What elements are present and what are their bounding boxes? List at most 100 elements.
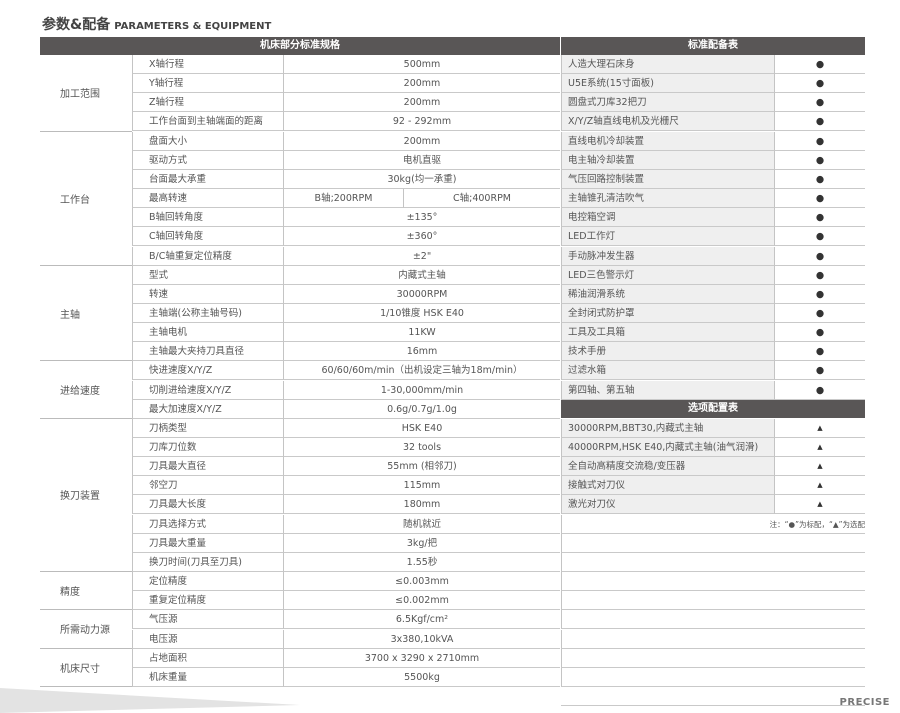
spec-value: HSK E40 xyxy=(283,418,560,438)
empty-row xyxy=(561,572,865,592)
spec-value: ±360° xyxy=(283,227,560,247)
spec-value: 3kg/把 xyxy=(283,533,560,553)
standard-item: 稀油润滑系统 xyxy=(561,284,774,304)
spec-param: 主轴最大夹持刀具直径 xyxy=(132,342,283,362)
optional-item: 40000RPM,HSK E40,内藏式主轴(油气润滑) xyxy=(561,438,774,457)
spec-param: X轴行程 xyxy=(132,55,283,74)
standard-mark-icon: ● xyxy=(774,227,865,247)
spec-value: B轴;200RPM xyxy=(283,189,403,209)
standard-item: 人造大理石床身 xyxy=(561,55,774,74)
standard-item: 电控箱空调 xyxy=(561,208,774,228)
spec-value: 55mm (相邻刀) xyxy=(283,457,560,477)
spec-value: 1.55秒 xyxy=(283,552,560,572)
standard-item: 第四轴、第五轴 xyxy=(561,380,774,400)
empty-row xyxy=(561,610,865,630)
standard-item: X/Y/Z轴直线电机及光栅尺 xyxy=(561,112,774,132)
empty-row xyxy=(561,648,865,668)
standard-item: LED三色警示灯 xyxy=(561,265,774,285)
legend-note: 注：“●”为标配，“▲”为选配 xyxy=(561,514,865,534)
spec-value: 200mm xyxy=(283,74,560,94)
spec-param: 机床重量 xyxy=(132,667,283,687)
spec-value: 92 - 292mm xyxy=(283,112,560,132)
spec-value: 0.6g/0.7g/1.0g xyxy=(283,399,560,419)
spec-value: 5500kg xyxy=(283,667,560,687)
spec-value: ±135° xyxy=(283,208,560,228)
spec-value: 30000RPM xyxy=(283,284,560,304)
spec-param: 台面最大承重 xyxy=(132,169,283,189)
spec-param: 快进速度X/Y/Z xyxy=(132,361,283,381)
spec-value: 30kg(均一承重) xyxy=(283,169,560,189)
standard-item: 圆盘式刀库32把刀 xyxy=(561,93,774,113)
title-en: PARAMETERS & EQUIPMENT xyxy=(114,21,272,32)
optional-item: 全自动高精度交流稳/变压器 xyxy=(561,457,774,477)
optional-mark-icon: ▲ xyxy=(774,495,865,515)
spec-param: B轴回转角度 xyxy=(132,208,283,228)
spec-value: ±2" xyxy=(283,246,560,266)
spec-param: 主轴电机 xyxy=(132,323,283,343)
standard-mark-icon: ● xyxy=(774,303,865,323)
spec-param: 刀具选择方式 xyxy=(132,514,283,534)
spec-param: 电压源 xyxy=(132,629,283,649)
spec-value: 60/60/60m/min（出机设定三轴为18m/min） xyxy=(283,361,560,381)
spec-group-label: 精度 xyxy=(40,572,132,611)
brand-text: PRECISE xyxy=(839,697,890,708)
standard-item: 过滤水箱 xyxy=(561,361,774,381)
spec-value: 1-30,000mm/min xyxy=(283,380,560,400)
standard-item: 气压回路控制装置 xyxy=(561,169,774,189)
spec-param: 主轴端(公称主轴号码) xyxy=(132,303,283,323)
spec-value: 200mm xyxy=(283,131,560,151)
standard-mark-icon: ● xyxy=(774,112,865,132)
standard-item: 全封闭式防护罩 xyxy=(561,303,774,323)
standard-mark-icon: ● xyxy=(774,342,865,362)
standard-item: 电主轴冷却装置 xyxy=(561,150,774,170)
spec-value: 180mm xyxy=(283,495,560,515)
spec-param: 刀具最大直径 xyxy=(132,457,283,477)
spec-param: 最大加速度X/Y/Z xyxy=(132,399,283,419)
spec-value: 6.5Kgf/cm² xyxy=(283,610,560,630)
spec-value: 3700 x 3290 x 2710mm xyxy=(283,648,560,668)
optional-mark-icon: ▲ xyxy=(774,438,865,457)
standard-mark-icon: ● xyxy=(774,74,865,94)
standard-mark-icon: ● xyxy=(774,150,865,170)
spec-param: 最高转速 xyxy=(132,189,283,209)
spec-group-label: 主轴 xyxy=(40,266,132,362)
spec-value: 16mm xyxy=(283,342,560,362)
spec-param: 邻空刀 xyxy=(132,476,283,496)
spec-value: 1/10锥度 HSK E40 xyxy=(283,303,560,323)
optional-item: 接触式对刀仪 xyxy=(561,476,774,496)
spec-param: 占地面积 xyxy=(132,648,283,668)
standard-mark-icon: ● xyxy=(774,265,865,285)
empty-row xyxy=(561,667,865,687)
standard-mark-icon: ● xyxy=(774,380,865,400)
spec-param: 切削进给速度X/Y/Z xyxy=(132,380,283,400)
title-cn: 参数&配备 xyxy=(42,17,111,33)
spec-value: C轴;400RPM xyxy=(403,189,560,209)
empty-row xyxy=(561,629,865,649)
spec-param: 工作台面到主轴端面的距离 xyxy=(132,112,283,132)
standard-mark-icon: ● xyxy=(774,361,865,381)
standard-item: LED工作灯 xyxy=(561,227,774,247)
spec-group-label: 进给速度 xyxy=(40,361,132,419)
optional-table-header: 选项配置表 xyxy=(561,399,865,418)
standard-mark-icon: ● xyxy=(774,323,865,343)
empty-row xyxy=(561,552,865,572)
spec-value: 随机就近 xyxy=(283,514,560,534)
spec-value: 3x380,10kVA xyxy=(283,629,560,649)
spec-value: ≤0.003mm xyxy=(283,572,560,592)
optional-item: 激光对刀仪 xyxy=(561,495,774,515)
spec-param: 驱动方式 xyxy=(132,150,283,170)
decorative-swoosh xyxy=(0,688,300,713)
spec-value: 115mm xyxy=(283,476,560,496)
spec-param: 重复定位精度 xyxy=(132,591,283,611)
standard-mark-icon: ● xyxy=(774,93,865,113)
spec-param: 刀柄类型 xyxy=(132,418,283,438)
spec-param: Z轴行程 xyxy=(132,93,283,113)
optional-item: 30000RPM,BBT30,内藏式主轴 xyxy=(561,418,774,438)
spec-table-header: 机床部分标准规格 xyxy=(40,37,560,55)
spec-value: 32 tools xyxy=(283,438,560,457)
spec-group-label: 工作台 xyxy=(40,132,132,266)
standard-item: 主轴锥孔清洁吹气 xyxy=(561,189,774,209)
optional-mark-icon: ▲ xyxy=(774,418,865,438)
spec-value: 电机直驱 xyxy=(283,150,560,170)
spec-param: 刀具最大重量 xyxy=(132,533,283,553)
